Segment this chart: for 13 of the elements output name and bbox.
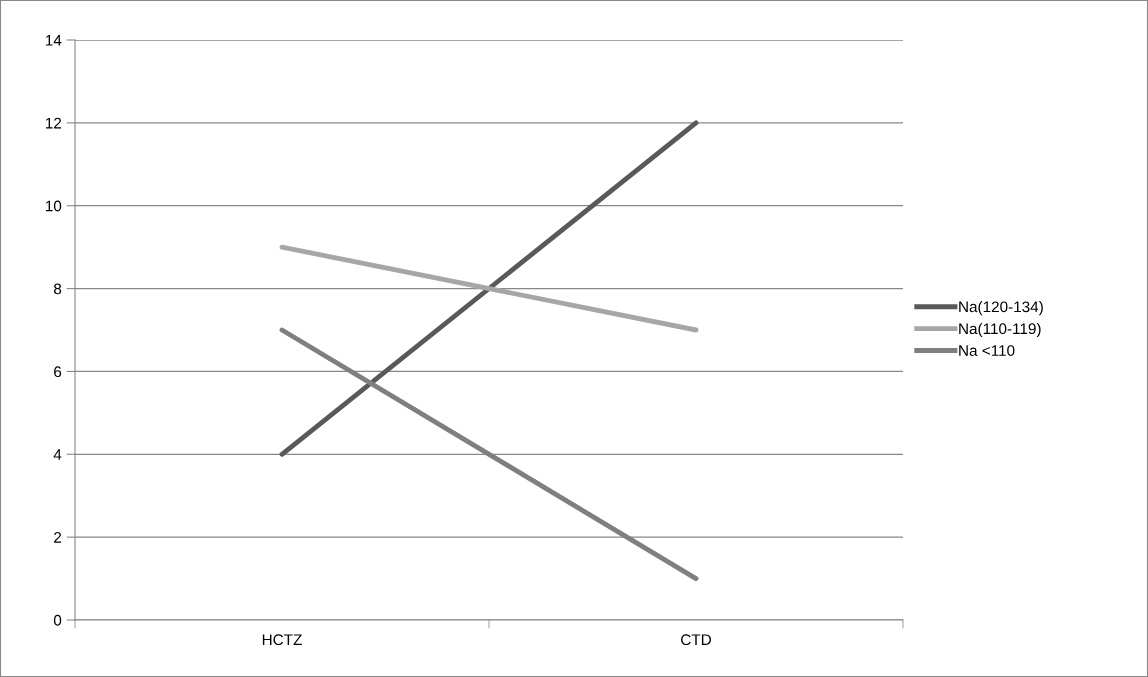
legend-label: Na(120-134) — [959, 301, 1043, 316]
y-tick-label: 8 — [53, 283, 62, 295]
x-tick-label: CTD — [681, 634, 711, 646]
legend-label: Na <110 — [959, 345, 1015, 356]
y-tick-label: 10 — [45, 200, 62, 212]
y-tick-label: 2 — [54, 532, 62, 543]
y-tick-label: 0 — [53, 614, 62, 626]
y-tick-label: 14 — [45, 35, 62, 46]
legend-label: Na(110-119) — [959, 322, 1041, 338]
y-tick-label: 4 — [53, 449, 62, 460]
y-tick-label: 6 — [54, 366, 62, 378]
y-tick-label: 12 — [45, 117, 62, 129]
x-tick-label: HCTZ — [262, 634, 302, 646]
